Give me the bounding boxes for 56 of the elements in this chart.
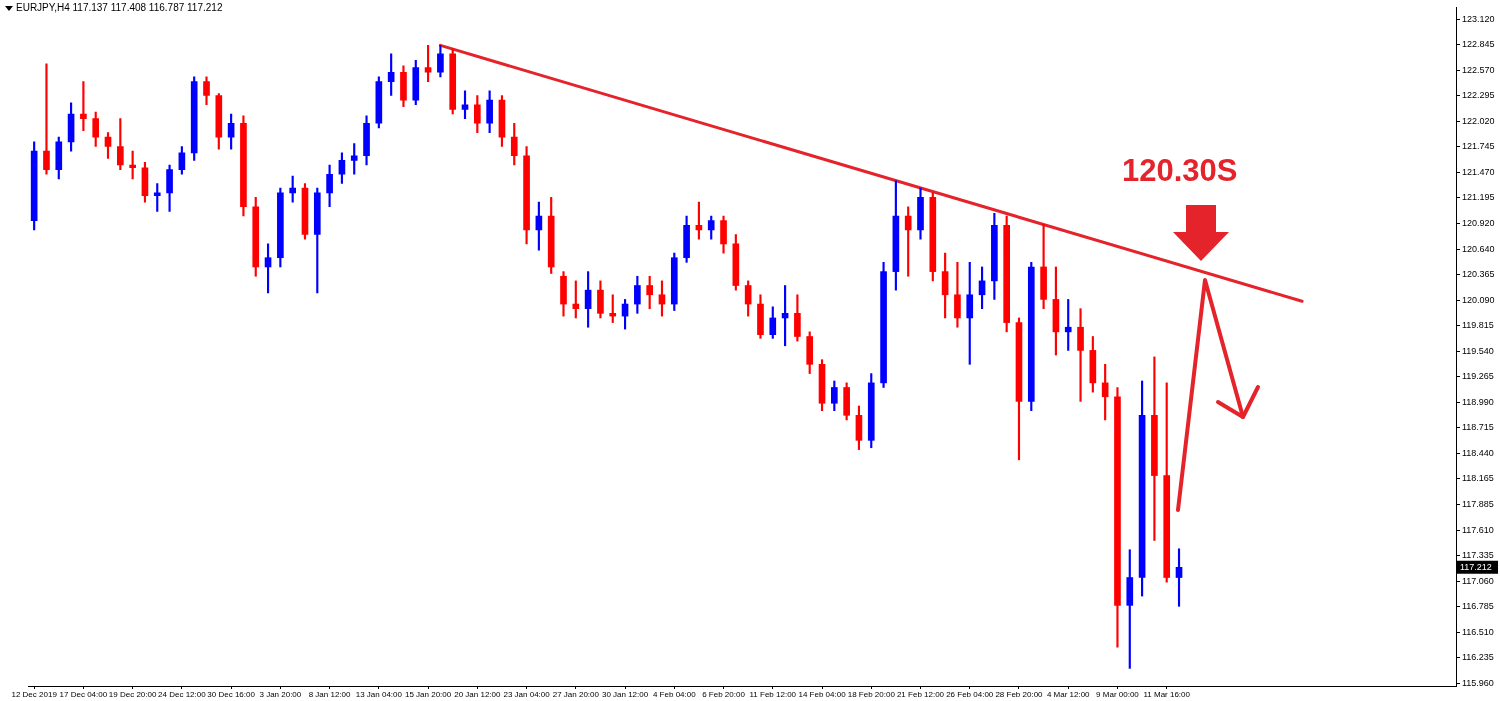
x-tick-label: 8 Jan 12:00 bbox=[308, 690, 352, 699]
chart-title: EURJPY,H4 117.137 117.408 116.787 117.212 bbox=[16, 2, 223, 13]
x-tick-label: 13 Jan 04:00 bbox=[355, 690, 403, 699]
y-tick-label: 119.540 bbox=[1462, 345, 1494, 356]
x-tick-label: 12 Dec 2019 bbox=[11, 690, 58, 699]
y-tick-label: 120.090 bbox=[1462, 294, 1495, 305]
y-tick-label: 121.195 bbox=[1462, 192, 1495, 203]
y-tick-label: 120.640 bbox=[1462, 243, 1495, 254]
y-tick-label: 120.920 bbox=[1462, 217, 1495, 228]
x-tick-label: 11 Feb 12:00 bbox=[749, 690, 797, 699]
x-tick-label: 24 Dec 12:00 bbox=[158, 690, 207, 699]
y-tick-label: 122.020 bbox=[1462, 115, 1495, 126]
x-tick-label: 21 Feb 12:00 bbox=[896, 690, 945, 699]
x-tick-label: 23 Jan 04:00 bbox=[503, 690, 551, 699]
x-tick-label: 26 Feb 04:00 bbox=[946, 690, 994, 699]
y-tick-label: 119.815 bbox=[1462, 320, 1494, 331]
y-tick-label: 121.470 bbox=[1462, 166, 1495, 177]
x-tick-label: 6 Feb 20:00 bbox=[702, 690, 746, 699]
y-tick-label: 116.510 bbox=[1462, 626, 1494, 637]
annotation: 117.212 bbox=[1460, 562, 1492, 573]
y-tick-label: 119.265 bbox=[1462, 371, 1494, 382]
candlestick bbox=[43, 63, 50, 175]
x-tick-label: 30 Dec 16:00 bbox=[207, 690, 256, 699]
x-tick-label: 15 Jan 20:00 bbox=[404, 690, 452, 699]
x-tick-label: 30 Jan 12:00 bbox=[601, 690, 649, 699]
y-tick-label: 117.335 bbox=[1462, 550, 1494, 561]
y-tick-label: 117.060 bbox=[1462, 575, 1494, 586]
y-tick-label: 121.745 bbox=[1462, 141, 1495, 152]
annotation: 120.30S bbox=[1122, 153, 1238, 188]
x-tick-label: 27 Jan 20:00 bbox=[552, 690, 600, 699]
y-tick-label: 123.120 bbox=[1462, 13, 1495, 24]
y-tick-label: 122.295 bbox=[1462, 90, 1495, 101]
y-tick-label: 118.440 bbox=[1462, 447, 1494, 458]
x-tick-label: 3 Jan 20:00 bbox=[259, 690, 302, 699]
y-tick-label: 117.610 bbox=[1462, 524, 1494, 535]
x-tick-label: 18 Feb 20:00 bbox=[847, 690, 896, 699]
candlestick bbox=[1077, 308, 1084, 402]
y-tick-label: 116.235 bbox=[1462, 652, 1494, 663]
x-tick-label: 9 Mar 00:00 bbox=[1096, 690, 1140, 699]
x-tick-label: 28 Feb 20:00 bbox=[995, 690, 1044, 699]
y-tick-label: 115.960 bbox=[1462, 677, 1494, 688]
y-tick-label: 122.845 bbox=[1462, 39, 1495, 50]
x-tick-label: 14 Feb 04:00 bbox=[798, 690, 847, 699]
x-tick-label: 17 Dec 04:00 bbox=[59, 690, 108, 699]
y-tick-label: 118.165 bbox=[1462, 473, 1494, 484]
y-tick-label: 118.990 bbox=[1462, 396, 1494, 407]
y-tick-label: 118.715 bbox=[1462, 422, 1494, 433]
x-tick-label: 11 Mar 16:00 bbox=[1143, 690, 1191, 699]
x-tick-label: 20 Jan 12:00 bbox=[454, 690, 502, 699]
y-tick-label: 122.570 bbox=[1462, 64, 1495, 75]
x-tick-label: 4 Feb 04:00 bbox=[652, 690, 697, 699]
y-tick-label: 116.785 bbox=[1462, 601, 1494, 612]
y-tick-label: 120.365 bbox=[1462, 269, 1495, 280]
x-tick-label: 4 Mar 12:00 bbox=[1046, 690, 1091, 699]
y-tick-label: 117.885 bbox=[1462, 499, 1494, 510]
x-tick-label: 19 Dec 20:00 bbox=[108, 690, 157, 699]
